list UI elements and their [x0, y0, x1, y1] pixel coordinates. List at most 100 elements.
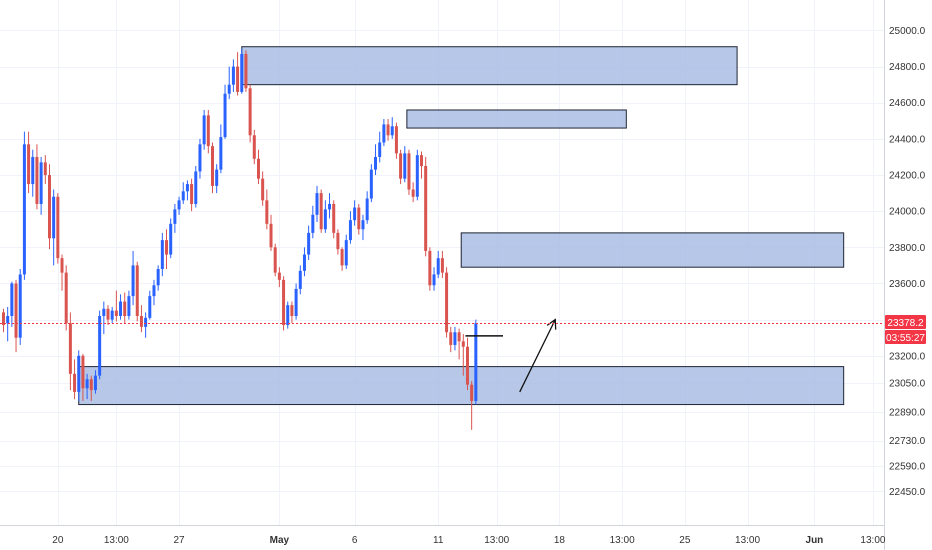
price-tick-label: 22730.0	[889, 436, 926, 447]
candle-body	[399, 153, 403, 179]
candle-body	[474, 323, 478, 401]
candle-body	[357, 207, 361, 230]
price-tick-label: 23800.0	[889, 243, 926, 254]
candle-body	[403, 153, 407, 179]
candle-body	[89, 379, 93, 391]
time-tick-label: 18	[554, 535, 566, 546]
trend-arrow-line	[519, 319, 556, 393]
candle-body	[378, 142, 382, 157]
time-tick-label: 27	[173, 535, 185, 546]
candle-body	[461, 341, 465, 347]
candle-body	[123, 301, 127, 317]
time-tick-label: 13:00	[104, 535, 129, 546]
candle-body	[43, 162, 47, 176]
candle-body	[457, 332, 461, 342]
candle-body	[365, 198, 369, 221]
candle-body	[390, 126, 394, 136]
candle-body	[47, 175, 51, 239]
price-tick-label: 25000.0	[889, 26, 926, 37]
candle-body	[60, 258, 64, 273]
candle-body	[173, 209, 177, 224]
time-tick-label: 11	[433, 535, 444, 546]
candle-body	[27, 144, 31, 185]
candle-body	[298, 270, 302, 289]
price-tick-label: 23200.0	[889, 351, 926, 362]
candle-body	[6, 316, 10, 324]
time-tick-label: Jun	[806, 535, 824, 546]
candle-body	[348, 220, 352, 241]
candle-body	[369, 169, 373, 199]
price-axis[interactable]: 25000.0 24800.0 24600.0 24400.0 24200.0 24000…	[884, 0, 926, 550]
candle-body	[77, 355, 81, 392]
candle-body	[156, 269, 160, 286]
candle-body	[449, 332, 453, 345]
candle-body	[294, 288, 298, 317]
time-tick-label: May	[270, 535, 290, 546]
time-tick-label: 13:00	[735, 535, 760, 546]
candle-body	[361, 220, 365, 230]
candle-body	[139, 316, 143, 327]
candle-body	[198, 144, 202, 172]
time-tick-label: 6	[352, 535, 358, 546]
candle-body	[219, 137, 223, 170]
candle-body	[244, 53, 248, 89]
candle-body	[152, 285, 156, 297]
time-axis[interactable]: 20 13:00 27 May 6 11 13:00 18 13:00 25 13:00 Jun 13:…	[0, 525, 886, 547]
candle-body	[211, 146, 214, 186]
candle-body	[52, 196, 56, 239]
candle-body	[68, 323, 72, 374]
candle-body	[453, 332, 457, 345]
countdown-badge	[885, 330, 926, 344]
candle-body	[386, 124, 390, 136]
candle-body	[215, 169, 219, 186]
time-tick-label: 13:00	[484, 535, 509, 546]
candle-body	[328, 203, 332, 210]
price-tick-label: 24800.0	[889, 62, 926, 73]
candle-body	[31, 156, 35, 185]
candle-body	[169, 223, 173, 255]
time-tick-label: 20	[52, 535, 64, 546]
price-tick-label: 22590.0	[889, 462, 926, 473]
candle-body	[22, 144, 26, 275]
price-tick-label: 24200.0	[889, 171, 926, 182]
candle-body	[177, 200, 181, 210]
price-tick-label: 24400.0	[889, 134, 926, 145]
candle-body	[407, 153, 411, 190]
candle-body	[194, 171, 198, 204]
candle-body	[85, 379, 89, 389]
price-tick-label: 24600.0	[889, 98, 926, 109]
time-tick-label: 25	[679, 535, 691, 546]
candle-body	[144, 317, 148, 327]
time-tick-label: 13:00	[610, 535, 635, 546]
price-tick-label: 23050.0	[889, 378, 926, 389]
candle-body	[2, 312, 5, 326]
candle-body	[465, 346, 469, 385]
time-tick-label: 13:00	[860, 535, 885, 546]
candle-body	[190, 184, 194, 204]
zone-rectangle	[241, 46, 738, 86]
candle-body	[223, 93, 227, 138]
candle-body	[290, 305, 294, 317]
candle-body	[231, 66, 235, 85]
current-price-label: 23378.2	[887, 318, 924, 329]
candle-body	[415, 155, 419, 197]
candle-body	[286, 305, 290, 326]
candle-body	[315, 193, 319, 215]
candle-body	[311, 214, 315, 233]
candle-body	[261, 178, 265, 201]
candle-body	[202, 115, 206, 145]
candle-body	[336, 232, 340, 250]
candle-body	[148, 296, 152, 318]
candle-body	[420, 155, 423, 167]
candle-body	[165, 240, 169, 255]
candle-body	[64, 272, 68, 324]
candle-body	[445, 272, 449, 333]
candle-body	[411, 189, 415, 197]
candle-body	[428, 250, 432, 286]
candle-body	[106, 308, 110, 320]
candle-body	[307, 232, 311, 255]
candle-body	[424, 166, 428, 251]
candle-body	[353, 207, 357, 221]
candle-body	[273, 247, 277, 273]
